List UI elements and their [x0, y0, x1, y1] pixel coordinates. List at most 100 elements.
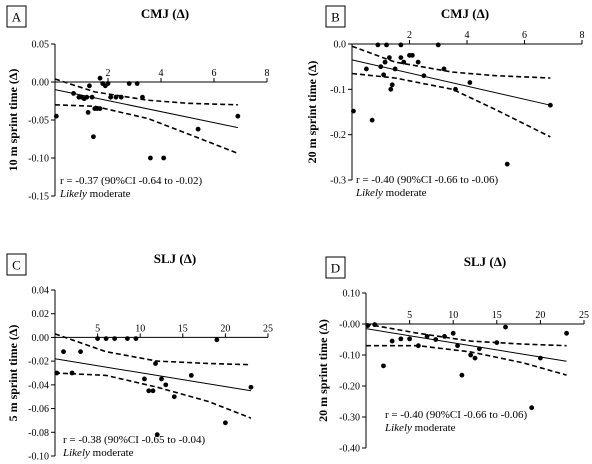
data-point [91, 134, 96, 140]
y-tick-label: -0.10 [339, 351, 360, 362]
y-tick-label: -0.2 [330, 130, 346, 141]
data-point [188, 372, 194, 378]
data-point [78, 349, 83, 355]
data-point [103, 336, 109, 342]
panel-title: SLJ (Δ) [464, 254, 506, 269]
data-point [381, 72, 387, 78]
correlation-annotation: r = -0.40 (90%CI -0.66 to -0.06) [356, 174, 498, 186]
data-point [442, 334, 447, 339]
data-point [87, 83, 92, 89]
data-point [235, 113, 241, 119]
data-point [435, 42, 441, 48]
panel-letter: B [331, 10, 340, 25]
data-point [248, 384, 254, 390]
panel-letter-box [6, 5, 27, 28]
data-point [365, 323, 371, 328]
x-tick-label: 10 [135, 323, 145, 334]
data-point [113, 94, 119, 100]
y-tick-label: -0.00 [339, 320, 360, 331]
panel-title: CMJ (Δ) [441, 6, 489, 21]
x-tick-label: 2 [106, 68, 111, 79]
data-point [378, 64, 384, 70]
data-point [69, 370, 75, 376]
y-tick-label: 0.05 [32, 40, 50, 51]
data-point [389, 338, 395, 344]
data-point [433, 337, 439, 342]
magnitude-label: moderate [383, 187, 427, 199]
data-point [126, 81, 132, 86]
magnitude-likelihood: Likely [355, 187, 383, 199]
data-point [97, 75, 103, 81]
data-point [163, 382, 169, 388]
magnitude-annotation: Likely moderate [384, 422, 456, 434]
data-point [503, 324, 508, 330]
data-point [407, 336, 412, 342]
data-point [398, 336, 404, 342]
data-point [159, 376, 164, 382]
y-tick-label: -0.10 [28, 452, 49, 463]
x-tick-label: 6 [212, 68, 217, 79]
y-tick-label: -0.1 [330, 85, 346, 96]
panel-c: C SLJ (Δ) 0.04 0.02 0.00 -0.02 -0.04 -0.06 -0.08… [6, 251, 273, 463]
data-point [133, 336, 139, 342]
x-tick-label: 20 [535, 310, 545, 321]
y-tick-label: -0.40 [339, 444, 360, 455]
y-tick-label: 0.10 [343, 289, 361, 300]
data-point [118, 94, 124, 100]
magnitude-likelihood: Likely [62, 447, 90, 459]
data-point [171, 394, 177, 400]
data-point [61, 349, 66, 355]
data-point [351, 108, 356, 114]
data-point [89, 94, 95, 100]
x-tick-label: 5 [407, 310, 412, 321]
x-tick-label: 10 [448, 310, 458, 321]
correlation-annotation: r = -0.37 (90%CI -0.64 to -0.02) [60, 175, 202, 187]
data-point [494, 340, 500, 345]
panel-d: D SLJ (Δ) 0.10 -0.00 -0.10 -0.20 -0.30 -0.40 5 10… [316, 254, 589, 455]
data-point [369, 117, 375, 123]
data-point [363, 66, 369, 72]
magnitude-label: moderate [412, 422, 456, 434]
y-tick-label: -0.10 [28, 154, 49, 165]
ci-upper-curve [54, 78, 238, 106]
data-point [54, 370, 60, 376]
data-point [384, 42, 389, 48]
data-point [95, 336, 100, 342]
data-point [450, 330, 456, 336]
panel-letter-box [325, 256, 346, 279]
ci-upper-curve [365, 323, 567, 347]
data-point [105, 81, 111, 86]
data-point [392, 66, 398, 72]
y-tick-label: -0.3 [330, 176, 346, 187]
data-point [389, 82, 395, 88]
data-point [547, 102, 553, 108]
y-tick-label: -0.04 [28, 380, 49, 391]
y-axis-label: 20 m sprint time (Δ) [305, 61, 319, 164]
ci-lower-curve [54, 372, 252, 419]
x-tick-label: 4 [159, 68, 164, 79]
x-tick-label: 6 [522, 30, 527, 41]
data-point [161, 155, 167, 161]
y-tick-label: -0.02 [28, 357, 49, 368]
data-point [476, 346, 482, 352]
data-point [455, 343, 460, 349]
ci-upper-curve [351, 45, 551, 79]
data-point [421, 73, 427, 79]
data-point [375, 42, 381, 48]
data-point [195, 126, 201, 132]
x-tick-label: 8 [265, 68, 270, 79]
correlation-annotation: r = -0.38 (90%CI -0.65 to -0.04) [63, 434, 205, 446]
panel-b: B CMJ (Δ) 0.0 -0.1 -0.2 -0.3 2 4 6 8 20 m sprint t… [305, 5, 585, 199]
panel-letter-box [325, 5, 346, 28]
y-tick-label: -0.08 [28, 428, 49, 439]
y-tick-label: -0.15 [28, 192, 49, 203]
x-tick-label: 25 [263, 323, 273, 334]
panel-a: A CMJ (Δ) 0.05 0.00 -0.05 -0.10 -0.15 2 4 6 8 10 m … [6, 5, 270, 203]
x-tick-label: 4 [465, 30, 470, 41]
y-axis-label: 10 m sprint time (Δ) [6, 69, 20, 172]
data-point [401, 59, 407, 65]
x-tick-label: 15 [178, 323, 188, 334]
data-point [71, 91, 76, 96]
data-point [53, 113, 59, 119]
correlation-annotation: r = -0.40 (90%CI -0.66 to -0.06) [385, 409, 527, 421]
